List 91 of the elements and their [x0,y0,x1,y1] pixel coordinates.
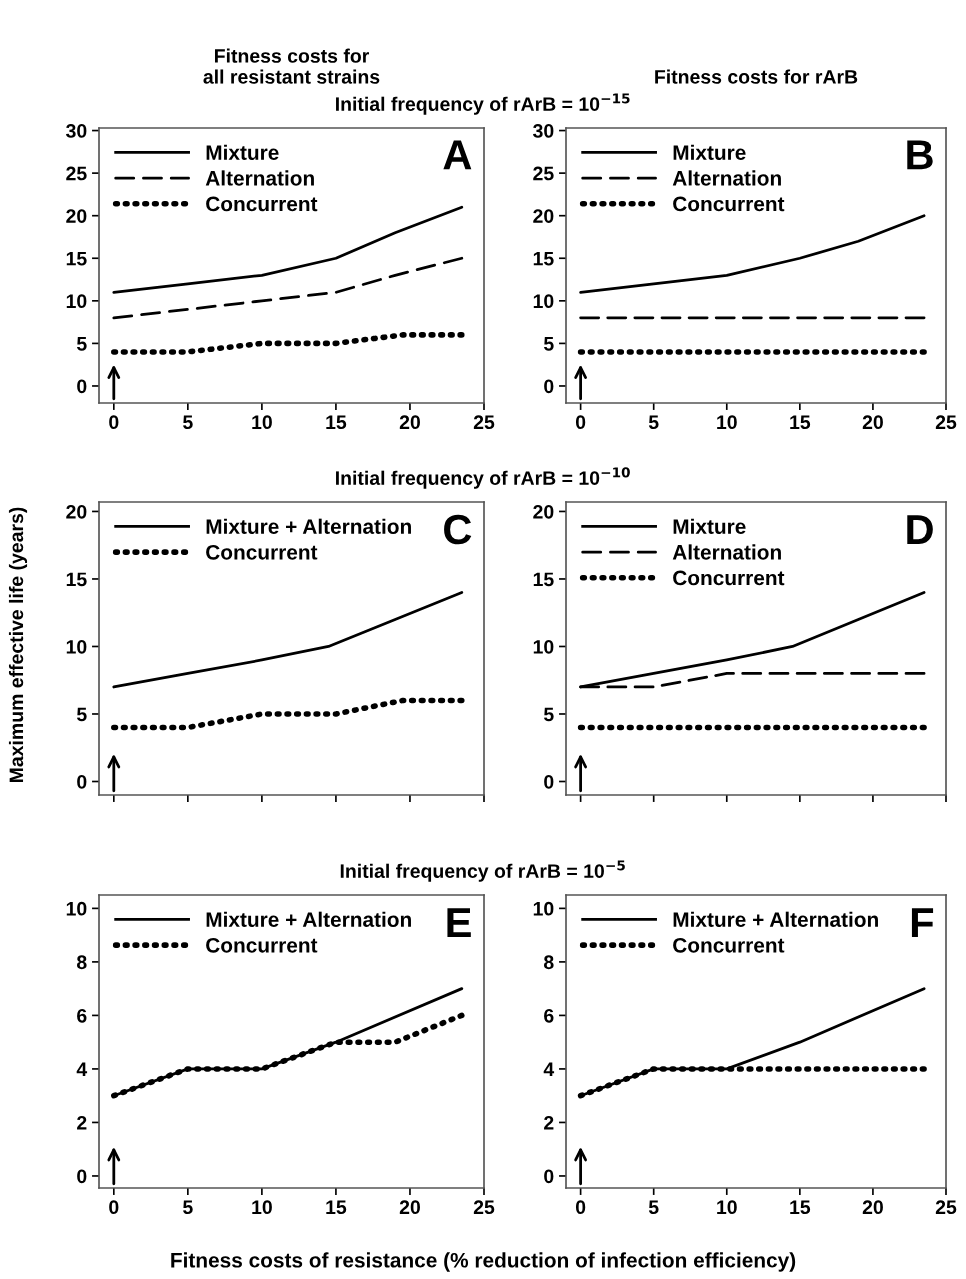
y-tick-label: 6 [77,1008,87,1023]
annotation: D [907,515,933,544]
legend-label: Concurrent [206,937,318,953]
line-series [112,256,464,320]
y-tick-label: 8 [77,955,87,970]
chart-title: Fitness costs for all resistant strains [203,48,380,84]
y-tick-label: 5 [543,337,554,351]
y-tick-label: 2 [77,1115,87,1130]
legend-label: Concurrent [206,196,318,212]
y-tick-label: 8 [544,955,554,970]
legend-label: Mixture + Alternation [673,911,878,927]
x-tick-label: 5 [183,415,193,430]
y-tick-label: 0 [77,774,87,789]
y-tick-label: 10 [66,294,87,309]
x-tick-label: 15 [790,415,811,430]
line-series [112,591,464,689]
x-tick-label: 0 [575,415,586,430]
y-tick-label: 15 [66,572,87,587]
x-tick-label: 20 [862,415,883,430]
y-tick-label: 0 [77,1169,87,1184]
x-tick-label: 20 [862,1200,883,1215]
x-tick-label: 10 [252,415,272,430]
y-tick-label: 20 [66,504,87,519]
y-tick-label: 20 [66,209,87,223]
x-tick-label: 5 [183,1200,193,1215]
y-tick-label: 10 [533,639,554,654]
y-tick-label: 6 [544,1008,554,1023]
y-tick-label: 0 [544,774,554,789]
y-tick-label: 0 [544,1169,554,1184]
annotation: F [911,908,934,937]
legend-label: Alternation [672,170,781,186]
y-tick-label: 10 [533,901,554,916]
annotation: A [443,140,472,170]
x-tick-label: 0 [575,1200,586,1215]
legend-label: Concurrent [673,570,785,586]
y-tick-label: 15 [533,251,554,266]
x-tick-label: 5 [648,1200,659,1215]
y-tick-label: 30 [66,124,87,138]
chart-subtitle: Initial frequency of rArB = 10$^{−5}$ [340,860,625,882]
y-tick-label: 10 [533,294,554,309]
x-tick-label: 10 [252,1200,272,1215]
y-tick-label: 15 [533,572,554,587]
x-tick-label: 15 [326,415,347,430]
legend-label: Alternation [672,544,781,560]
chart-subtitle: Initial frequency of rArB = 10$^{−10}$ [336,467,630,489]
y-tick-label: 25 [533,166,554,181]
annotation: E [447,908,471,937]
x-tick-label: 10 [717,415,737,430]
chart-title: Fitness costs for rArB [655,69,858,84]
legend-label: Mixture + Alternation [206,911,411,927]
y-tick-label: 20 [533,504,554,519]
x-tick-label: 25 [935,415,957,430]
chart-subtitle: Initial frequency of rArB = 10$^{−15}$ [336,93,630,115]
y-tick-label: 4 [543,1062,555,1076]
legend-label: Concurrent [673,196,785,212]
x-axis-title: Fitness costs of resistance (% reduction of infection efficiency) [171,1252,796,1272]
y-tick-label: 10 [66,639,87,654]
y-tick-label: 25 [66,166,87,181]
legend-label: Mixture [673,144,746,160]
y-tick-label: 5 [76,707,87,722]
x-tick-label: 5 [648,415,659,430]
x-tick-label: 20 [399,1200,420,1215]
x-tick-label: 25 [473,415,495,430]
legend-label: Mixture + Alternation [206,518,411,534]
x-tick-label: 15 [790,1200,811,1215]
x-tick-label: 15 [326,1200,347,1215]
legend-label: Concurrent [673,937,785,953]
annotation: C [444,514,472,545]
x-tick-label: 25 [473,1200,495,1215]
y-tick-label: 30 [533,124,554,138]
x-tick-label: 10 [717,1200,737,1215]
legend-label: Alternation [205,170,314,186]
y-tick-label: 4 [76,1062,88,1076]
x-tick-label: 25 [935,1200,957,1215]
y-tick-label: 20 [533,209,554,223]
line-series [579,214,926,294]
y-axis-title: Maximum effective life (years) [8,507,28,783]
legend-label: Mixture [206,144,279,160]
x-tick-label: 0 [109,1200,119,1215]
annotation: B [907,140,933,170]
y-tick-label: 15 [66,251,87,266]
y-tick-label: 0 [77,379,87,394]
legend-label: Concurrent [206,544,318,560]
x-tick-label: 20 [399,415,420,430]
y-tick-label: 2 [544,1115,554,1130]
y-tick-label: 0 [544,379,554,394]
y-tick-label: 10 [66,901,87,916]
x-tick-label: 0 [109,415,119,430]
y-tick-label: 5 [543,707,554,722]
y-tick-label: 5 [76,337,87,351]
legend-label: Mixture [673,518,746,534]
